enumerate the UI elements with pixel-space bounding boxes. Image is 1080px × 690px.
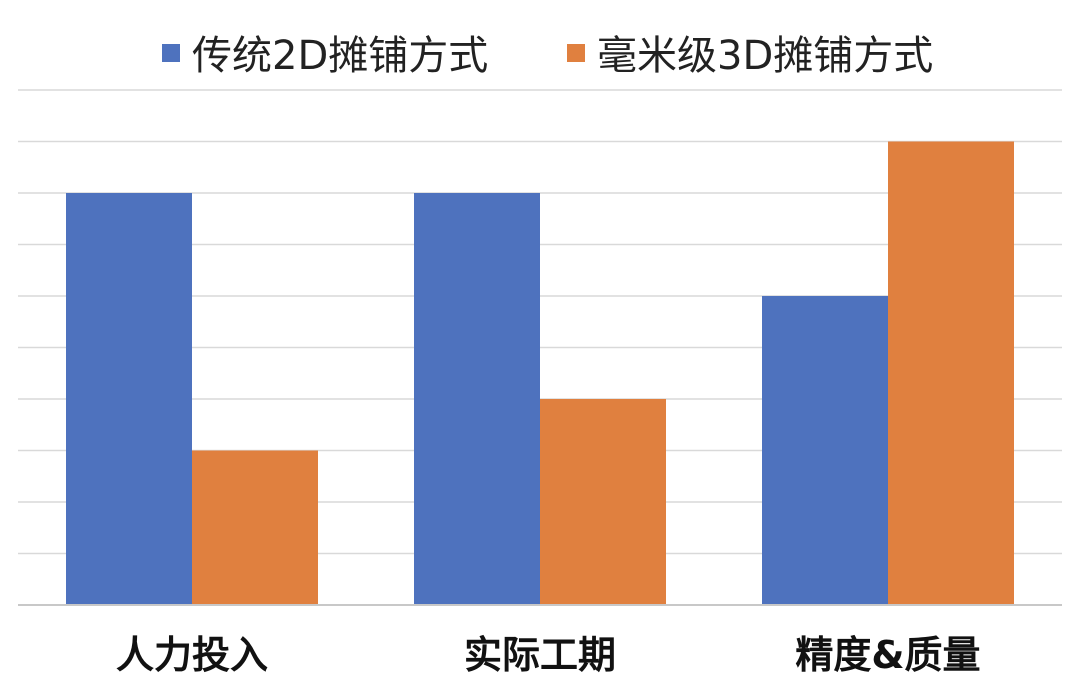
x-tick-label: 人力投入 bbox=[116, 633, 268, 677]
x-tick-label: 实际工期 bbox=[464, 633, 616, 677]
x-tick-label: 精度&质量 bbox=[795, 633, 980, 677]
bar-traditional-2d-3 bbox=[762, 296, 888, 605]
legend: 传统2D摊铺方式 毫米级3D摊铺方式 bbox=[162, 33, 933, 79]
legend-swatch bbox=[162, 44, 180, 62]
bar-traditional-2d-1 bbox=[66, 193, 192, 605]
bar-millimeter-3d-1 bbox=[192, 450, 318, 605]
legend-label: 毫米级3D摊铺方式 bbox=[597, 33, 933, 79]
legend-swatch bbox=[567, 44, 585, 62]
axis-layer: 人力投入 实际工期 精度&质量 bbox=[18, 604, 1062, 677]
bar-millimeter-3d-2 bbox=[540, 399, 666, 605]
legend-label: 传统2D摊铺方式 bbox=[192, 33, 488, 79]
bar-millimeter-3d-3 bbox=[888, 141, 1014, 605]
bar-layer bbox=[66, 141, 1014, 605]
bar-traditional-2d-2 bbox=[414, 193, 540, 605]
